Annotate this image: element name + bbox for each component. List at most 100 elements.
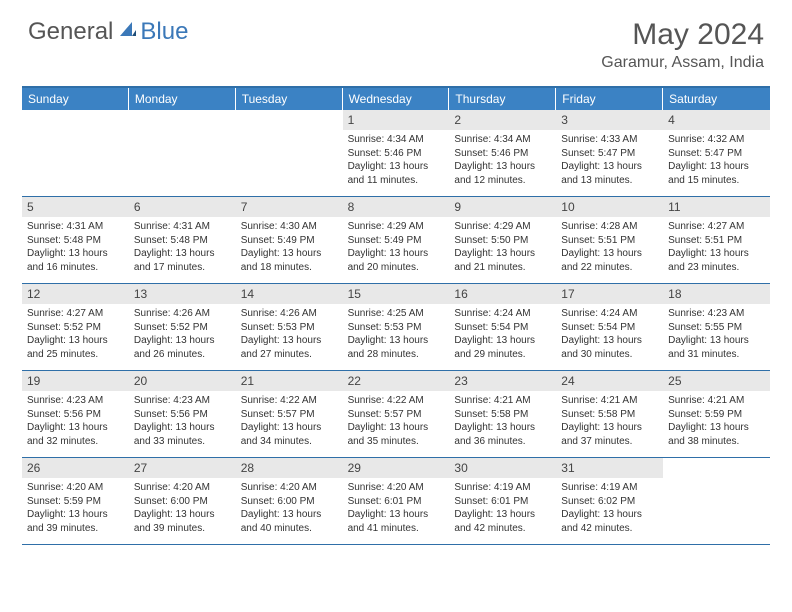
sunset-line: Sunset: 5:46 PM xyxy=(348,147,445,161)
sunset-line: Sunset: 6:00 PM xyxy=(134,495,231,509)
sunrise-line: Sunrise: 4:29 AM xyxy=(454,220,551,234)
day-cell: 8Sunrise: 4:29 AMSunset: 5:49 PMDaylight… xyxy=(343,197,450,283)
day-number: 3 xyxy=(556,110,663,130)
day-cell: 12Sunrise: 4:27 AMSunset: 5:52 PMDayligh… xyxy=(22,284,129,370)
day-number: 6 xyxy=(129,197,236,217)
sunrise-line: Sunrise: 4:28 AM xyxy=(561,220,658,234)
week-row: 26 Sunrise: 4:20 AM Sunset: 5:59 PM Dayligh… xyxy=(22,458,770,545)
sunset-line: Sunset: 5:48 PM xyxy=(134,234,231,248)
sunset-line: Sunset: 5:54 PM xyxy=(561,321,658,335)
sunset-line: Sunset: 5:47 PM xyxy=(561,147,658,161)
sunrise-line: Sunrise: 4:30 AM xyxy=(241,220,338,234)
sunset-line: Sunset: 5:56 PM xyxy=(134,408,231,422)
sunset-line: Sunset: 5:50 PM xyxy=(454,234,551,248)
week-row: 19Sunrise: 4:23 AMSunset: 5:56 PMDayligh… xyxy=(22,371,770,458)
sunset-line: Sunset: 6:00 PM xyxy=(241,495,338,509)
sunset-line: Sunset: 5:57 PM xyxy=(241,408,338,422)
day-header: Tuesday xyxy=(236,88,343,110)
sunrise-line: Sunrise: 4:27 AM xyxy=(668,220,765,234)
day-number: 18 xyxy=(663,284,770,304)
day-header: Sunday xyxy=(22,88,129,110)
day-cell: 10Sunrise: 4:28 AMSunset: 5:51 PMDayligh… xyxy=(556,197,663,283)
day-cell xyxy=(22,110,129,196)
daylight-line: Daylight: 13 hours and 33 minutes. xyxy=(134,421,231,448)
day-cell: 24Sunrise: 4:21 AMSunset: 5:58 PMDayligh… xyxy=(556,371,663,457)
day-number: 11 xyxy=(663,197,770,217)
day-number: 17 xyxy=(556,284,663,304)
day-header-row: SundayMondayTuesdayWednesdayThursdayFrid… xyxy=(22,88,770,110)
day-number: 23 xyxy=(449,371,556,391)
day-cell: 2Sunrise: 4:34 AMSunset: 5:46 PMDaylight… xyxy=(449,110,556,196)
location: Garamur, Assam, India xyxy=(601,54,764,72)
sunset-line: Sunset: 6:02 PM xyxy=(561,495,658,509)
daylight-line: Daylight: 13 hours and 23 minutes. xyxy=(668,247,765,274)
week-row: 5Sunrise: 4:31 AMSunset: 5:48 PMDaylight… xyxy=(22,197,770,284)
day-cell: 21Sunrise: 4:22 AMSunset: 5:57 PMDayligh… xyxy=(236,371,343,457)
day-cell: 6Sunrise: 4:31 AMSunset: 5:48 PMDaylight… xyxy=(129,197,236,283)
sunrise-line: Sunrise: 4:21 AM xyxy=(668,394,765,408)
day-number: 26 xyxy=(22,458,129,478)
sunset-line: Sunset: 6:01 PM xyxy=(348,495,445,509)
daylight-line: Daylight: 13 hours and 42 minutes. xyxy=(561,508,658,535)
sunset-line: Sunset: 5:48 PM xyxy=(27,234,124,248)
day-number: 24 xyxy=(556,371,663,391)
day-cell xyxy=(129,110,236,196)
day-cell: 3Sunrise: 4:33 AMSunset: 5:47 PMDaylight… xyxy=(556,110,663,196)
sunset-line: Sunset: 5:52 PM xyxy=(27,321,124,335)
daylight-line: Daylight: 13 hours and 41 minutes. xyxy=(348,508,445,535)
day-header: Saturday xyxy=(663,88,770,110)
sunset-line: Sunset: 5:56 PM xyxy=(27,408,124,422)
sunset-line: Sunset: 5:49 PM xyxy=(348,234,445,248)
sunset-line: Sunset: 5:47 PM xyxy=(668,147,765,161)
daylight-line: Daylight: 13 hours and 42 minutes. xyxy=(454,508,551,535)
sunrise-line: Sunrise: 4:24 AM xyxy=(561,307,658,321)
sunrise-line: Sunrise: 4:20 AM xyxy=(241,481,338,495)
daylight-line: Daylight: 13 hours and 18 minutes. xyxy=(241,247,338,274)
daylight-line: Daylight: 13 hours and 30 minutes. xyxy=(561,334,658,361)
day-cell: 15Sunrise: 4:25 AMSunset: 5:53 PMDayligh… xyxy=(343,284,450,370)
sunrise-line: Sunrise: 4:26 AM xyxy=(134,307,231,321)
day-cell: 28 Sunrise: 4:20 AMSunset: 6:00 PMDayligh… xyxy=(236,458,343,544)
daylight-line: Daylight: 13 hours and 40 minutes. xyxy=(241,508,338,535)
daylight-line: Daylight: 13 hours and 20 minutes. xyxy=(348,247,445,274)
day-number: 31 xyxy=(556,458,663,478)
sunrise-line: Sunrise: 4:20 AM xyxy=(134,481,231,495)
sunrise-line: Sunrise: 4:26 AM xyxy=(241,307,338,321)
day-cell: 22Sunrise: 4:22 AMSunset: 5:57 PMDayligh… xyxy=(343,371,450,457)
sunrise-line: Sunrise: 4:23 AM xyxy=(134,394,231,408)
day-cell xyxy=(663,458,770,544)
day-number: 20 xyxy=(129,371,236,391)
day-number: 2 xyxy=(449,110,556,130)
daylight-line: Daylight: 13 hours and 38 minutes. xyxy=(668,421,765,448)
sunset-line: Sunset: 5:53 PM xyxy=(241,321,338,335)
sunrise-line: Sunrise: 4:19 AM xyxy=(454,481,551,495)
sunset-line: Sunset: 5:57 PM xyxy=(348,408,445,422)
sunrise-line: Sunrise: 4:34 AM xyxy=(454,133,551,147)
day-number: 28 xyxy=(236,458,343,478)
day-cell: 1Sunrise: 4:34 AMSunset: 5:46 PMDaylight… xyxy=(343,110,450,196)
sunset-line: Sunset: 5:59 PM xyxy=(27,495,124,509)
day-number: 4 xyxy=(663,110,770,130)
day-number: 12 xyxy=(22,284,129,304)
day-cell: 20 Sunrise: 4:23 AMSunset: 5:56 PMDayligh… xyxy=(129,371,236,457)
day-cell: 16Sunrise: 4:24 AMSunset: 5:54 PMDayligh… xyxy=(449,284,556,370)
day-number: 13 xyxy=(129,284,236,304)
sunrise-line: Sunrise: 4:19 AM xyxy=(561,481,658,495)
week-row: 1Sunrise: 4:34 AMSunset: 5:46 PMDaylight… xyxy=(22,110,770,197)
day-cell: 26Sunrise: 4:20 AMSunset: 5:59 PMDayligh… xyxy=(22,458,129,544)
daylight-line: Daylight: 13 hours and 37 minutes. xyxy=(561,421,658,448)
day-header: Monday xyxy=(129,88,236,110)
day-cell xyxy=(236,110,343,196)
sunrise-line: Sunrise: 4:33 AM xyxy=(561,133,658,147)
daylight-line: Daylight: 13 hours and 39 minutes. xyxy=(134,508,231,535)
sunrise-line: Sunrise: 4:25 AM xyxy=(348,307,445,321)
sunset-line: Sunset: 5:51 PM xyxy=(561,234,658,248)
day-cell: 29Sunrise: 4:20 AMSunset: 6:01 PMDayligh… xyxy=(343,458,450,544)
sunrise-line: Sunrise: 4:22 AM xyxy=(241,394,338,408)
sunset-line: Sunset: 5:51 PM xyxy=(668,234,765,248)
day-number: 9 xyxy=(449,197,556,217)
daylight-line: Daylight: 13 hours and 34 minutes. xyxy=(241,421,338,448)
day-cell: 25Sunrise: 4:21 AMSunset: 5:59 PMDayligh… xyxy=(663,371,770,457)
day-number: 16 xyxy=(449,284,556,304)
daylight-line: Daylight: 13 hours and 21 minutes. xyxy=(454,247,551,274)
